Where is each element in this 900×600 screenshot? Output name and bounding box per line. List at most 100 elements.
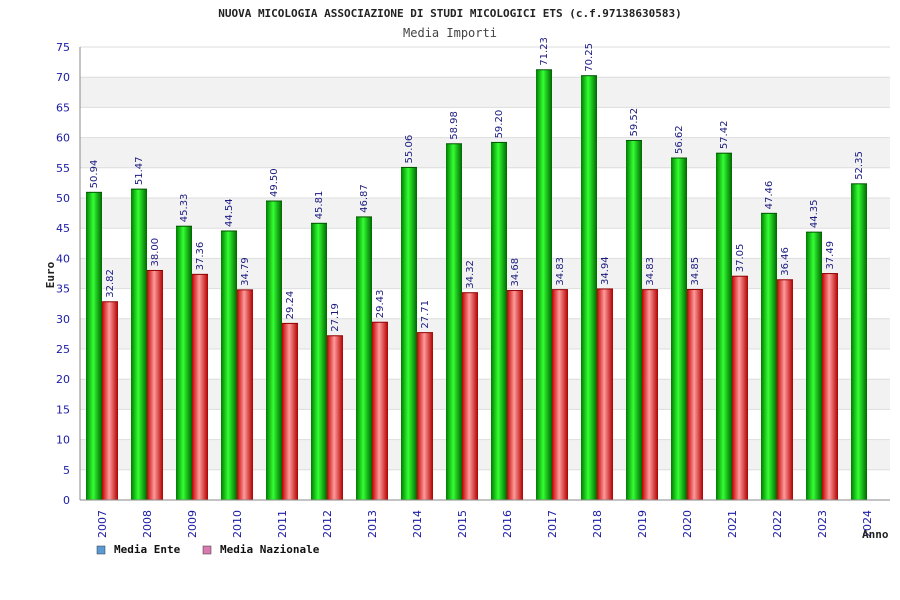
bar-media-ente <box>761 213 777 500</box>
value-label-media-ente: 59.20 <box>494 110 505 139</box>
value-label-media-nazionale: 34.83 <box>645 257 656 286</box>
bar-media-ente <box>491 142 507 500</box>
y-tick-label: 50 <box>56 192 70 205</box>
value-label-media-ente: 44.54 <box>224 198 235 227</box>
bar-media-ente <box>221 230 237 500</box>
bar-media-ente <box>806 232 822 500</box>
y-tick-label: 25 <box>56 343 70 356</box>
y-axis-ticks: 0 5 10 15 20 25 30 35 40 45 50 55 60 65 70 75 <box>56 41 70 507</box>
y-tick-label: 40 <box>56 252 70 265</box>
grid-band <box>80 318 890 349</box>
grid <box>80 46 890 501</box>
x-tick-label: 2024 <box>861 510 874 538</box>
value-label-media-nazionale: 29.43 <box>375 290 386 319</box>
value-label-media-nazionale: 32.82 <box>105 269 116 298</box>
value-label-media-nazionale: 38.00 <box>150 238 161 267</box>
bar-media-nazionale <box>507 290 523 500</box>
bar-media-nazionale <box>597 288 613 500</box>
x-tick-label: 2007 <box>96 510 109 538</box>
value-label-media-nazionale: 27.71 <box>420 300 431 329</box>
value-label-media-nazionale: 29.24 <box>285 291 296 320</box>
value-label-media-nazionale: 36.46 <box>780 247 791 276</box>
value-label-media-ente: 70.25 <box>584 43 595 72</box>
grid-band <box>80 107 890 138</box>
value-label-media-ente: 51.47 <box>134 156 145 185</box>
bar-media-ente <box>581 75 597 500</box>
y-tick-label: 35 <box>56 283 70 296</box>
bar-media-ente <box>446 143 462 500</box>
y-tick-label: 10 <box>56 434 70 447</box>
y-tick-label: 60 <box>56 132 70 145</box>
x-tick-label: 2014 <box>411 510 424 538</box>
value-label-media-nazionale: 34.85 <box>690 257 701 286</box>
value-label-media-nazionale: 34.83 <box>555 257 566 286</box>
value-label-media-ente: 45.33 <box>179 194 190 223</box>
value-label-media-ente: 47.46 <box>764 181 775 210</box>
chart-title: NUOVA MICOLOGIA ASSOCIAZIONE DI STUDI MI… <box>218 7 682 20</box>
value-label-media-nazionale: 34.79 <box>240 257 251 286</box>
y-axis-label: Euro <box>44 261 57 288</box>
bar-media-nazionale <box>147 270 163 500</box>
bar-media-nazionale <box>687 289 703 500</box>
value-label-media-ente: 49.50 <box>269 168 280 197</box>
value-label-media-ente: 44.35 <box>809 199 820 228</box>
bar-media-nazionale <box>327 335 343 500</box>
bar-media-ente <box>401 167 417 500</box>
bars <box>86 69 867 501</box>
grid-band <box>80 47 890 78</box>
y-tick-label: 5 <box>63 464 70 477</box>
y-tick-label: 65 <box>56 101 70 114</box>
value-label-media-nazionale: 27.19 <box>330 303 341 332</box>
chart-subtitle: Media Importi <box>403 26 497 40</box>
grid-band <box>80 379 890 410</box>
value-labels: 50.94 32.82 51.47 38.00 45.33 37.36 44.54 34.79… <box>89 37 865 332</box>
bar-media-ente <box>626 140 642 500</box>
value-label-media-ente: 46.87 <box>359 184 370 213</box>
value-label-media-ente: 56.62 <box>674 125 685 154</box>
grid-band <box>80 77 890 108</box>
grid-band <box>80 167 890 198</box>
y-tick-label: 0 <box>63 494 70 507</box>
bar-media-nazionale <box>417 332 433 500</box>
bar-media-ente <box>176 226 192 501</box>
grid-band <box>80 409 890 440</box>
grid-band <box>80 137 890 168</box>
value-label-media-ente: 52.35 <box>854 151 865 180</box>
bar-media-ente <box>671 158 687 500</box>
legend-label-media-nazionale: Media Nazionale <box>220 543 320 556</box>
value-label-media-ente: 71.23 <box>539 37 550 66</box>
x-tick-label: 2013 <box>366 510 379 538</box>
bar-media-nazionale <box>192 274 208 500</box>
x-axis-ticks: 2007 2008 2009 2010 2011 2012 2013 2014 2015 2016… <box>96 510 874 538</box>
value-label-media-ente: 50.94 <box>89 160 100 189</box>
legend-swatch-media-ente <box>96 545 106 555</box>
x-tick-label: 2009 <box>186 510 199 538</box>
bar-media-ente <box>716 153 732 500</box>
grid-band <box>80 258 890 289</box>
x-tick-label: 2019 <box>636 510 649 538</box>
x-tick-label: 2020 <box>681 510 694 538</box>
value-label-media-nazionale: 34.68 <box>510 258 521 287</box>
value-label-media-ente: 57.42 <box>719 121 730 150</box>
value-label-media-nazionale: 34.32 <box>465 260 476 289</box>
bar-media-ente <box>536 69 552 500</box>
x-tick-label: 2017 <box>546 510 559 538</box>
x-tick-label: 2011 <box>276 510 289 538</box>
grid-band <box>80 228 890 259</box>
bar-media-nazionale <box>102 301 118 500</box>
bar-media-nazionale <box>462 292 478 500</box>
y-tick-label: 75 <box>56 41 70 54</box>
bar-media-nazionale <box>282 323 298 500</box>
x-tick-label: 2012 <box>321 510 334 538</box>
x-tick-label: 2018 <box>591 510 604 538</box>
legend-swatch-media-nazionale <box>202 545 212 555</box>
x-tick-label: 2023 <box>816 510 829 538</box>
bar-media-ente <box>356 216 372 500</box>
y-tick-label: 30 <box>56 313 70 326</box>
value-label-media-nazionale: 37.05 <box>735 244 746 273</box>
value-label-media-ente: 45.81 <box>314 191 325 220</box>
legend-label-media-ente: Media Ente <box>114 543 181 556</box>
y-tick-label: 70 <box>56 71 70 84</box>
value-label-media-nazionale: 37.36 <box>195 242 206 271</box>
